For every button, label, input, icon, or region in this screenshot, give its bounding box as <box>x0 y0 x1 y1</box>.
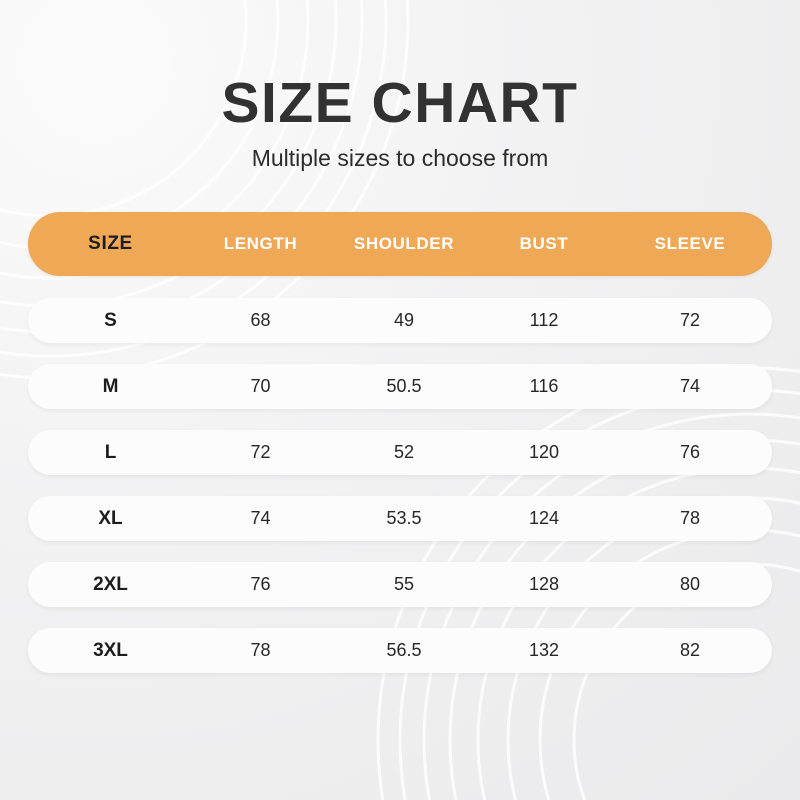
cell-sleeve: 74 <box>679 376 701 396</box>
cell-bust: 120 <box>528 442 560 462</box>
cell-bust: 124 <box>528 508 560 528</box>
size-chart-table: SIZE LENGTH SHOULDER BUST SLEEVE S 68 49… <box>28 212 772 673</box>
cell-sleeve: 72 <box>679 310 701 330</box>
cell-size: S <box>104 309 117 331</box>
cell-shoulder: 53.5 <box>386 508 422 528</box>
column-header-sleeve: SLEEVE <box>654 234 726 253</box>
column-header-size: SIZE <box>88 233 133 254</box>
table-row: 3XL 78 56.5 132 82 <box>28 628 772 673</box>
cell-length: 78 <box>250 640 271 660</box>
cell-shoulder: 55 <box>393 574 415 594</box>
cell-shoulder: 56.5 <box>386 640 422 660</box>
cell-length: 74 <box>250 508 271 528</box>
table-row: XL 74 53.5 124 78 <box>28 496 772 541</box>
cell-length: 76 <box>250 574 271 594</box>
cell-length: 70 <box>250 376 271 396</box>
cell-bust: 116 <box>529 376 559 396</box>
column-header-bust: BUST <box>519 234 569 253</box>
cell-sleeve: 80 <box>679 574 701 594</box>
cell-sleeve: 76 <box>679 442 701 462</box>
cell-shoulder: 49 <box>393 310 415 330</box>
page-title: SIZE CHART <box>221 71 579 135</box>
table-row: S 68 49 112 72 <box>28 298 772 343</box>
table-row: L 72 52 120 76 <box>28 430 772 475</box>
cell-size: 3XL <box>93 639 128 661</box>
cell-bust: 128 <box>528 574 560 594</box>
cell-sleeve: 78 <box>679 508 701 528</box>
cell-length: 68 <box>250 310 271 330</box>
column-header-shoulder: SHOULDER <box>353 234 455 253</box>
cell-size: XL <box>98 507 123 529</box>
cell-size: 2XL <box>93 573 128 595</box>
cell-bust: 132 <box>528 640 560 660</box>
cell-length: 72 <box>250 442 271 462</box>
table-row: M 70 50.5 116 74 <box>28 364 772 409</box>
table-row: 2XL 76 55 128 80 <box>28 562 772 607</box>
title-block: SIZE CHART Multiple sizes to choose from <box>0 72 800 172</box>
page-subtitle: Multiple sizes to choose from <box>251 145 549 171</box>
cell-bust: 112 <box>529 310 559 330</box>
cell-sleeve: 82 <box>679 640 701 660</box>
cell-shoulder: 50.5 <box>386 376 422 396</box>
cell-shoulder: 52 <box>393 442 415 462</box>
cell-size: M <box>102 375 119 397</box>
column-header-length: LENGTH <box>223 234 298 253</box>
cell-size: L <box>104 441 117 463</box>
table-header-row: SIZE LENGTH SHOULDER BUST SLEEVE <box>28 212 772 276</box>
